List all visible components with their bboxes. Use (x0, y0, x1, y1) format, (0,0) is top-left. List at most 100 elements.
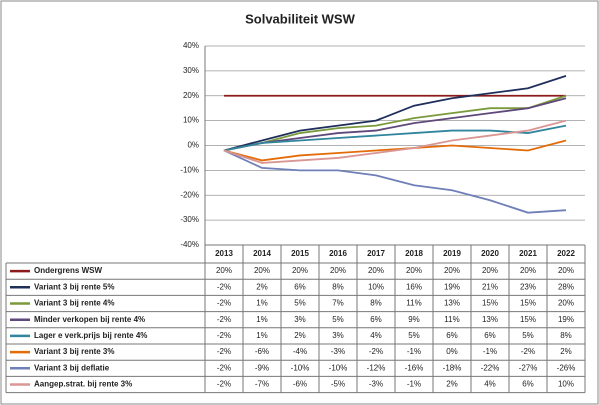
data-label: 20% (254, 266, 270, 275)
data-label: -3% (369, 380, 383, 389)
legend-label: Aangep.strat. bij rente 3% (34, 380, 132, 389)
legend-label: Variant 3 bij rente 3% (34, 347, 114, 356)
data-label: 8% (332, 282, 344, 291)
data-label: -1% (483, 347, 497, 356)
series-line (223, 94, 567, 152)
data-label: -2% (217, 299, 231, 308)
series-line (223, 119, 567, 164)
legend-label: Lager e verk.prijs bij rente 4% (34, 331, 147, 340)
data-label: 10% (368, 282, 384, 291)
series-line (223, 139, 567, 162)
data-label: 20% (406, 266, 422, 275)
data-label: -26% (557, 363, 576, 372)
data-label: -10% (291, 363, 310, 372)
data-label: 13% (444, 299, 460, 308)
data-label: 11% (406, 299, 421, 308)
data-label: -2% (217, 380, 231, 389)
data-label: 5% (522, 331, 534, 340)
data-label: -2% (217, 347, 231, 356)
y-tick-label: 40% (183, 41, 199, 50)
y-tick-label: 10% (183, 116, 199, 125)
data-label: -3% (331, 347, 345, 356)
data-label: 1% (256, 315, 268, 324)
data-label: 8% (560, 331, 572, 340)
data-label: 7% (332, 299, 344, 308)
data-label: 6% (294, 282, 306, 291)
y-tick-label: 30% (183, 66, 199, 75)
chart-title: Solvabiliteit WSW (245, 11, 356, 26)
data-label: 20% (330, 266, 346, 275)
data-label: 21% (482, 282, 498, 291)
data-label: 8% (370, 299, 382, 308)
data-label: 0% (446, 347, 458, 356)
legend-label: Variant 3 bij rente 4% (34, 299, 114, 308)
series-line (223, 74, 567, 152)
data-label: 13% (482, 315, 498, 324)
data-label: 5% (332, 315, 344, 324)
y-tick-label: 0% (187, 141, 199, 150)
data-label: -2% (217, 363, 231, 372)
data-label: 4% (370, 331, 382, 340)
data-label: 11% (444, 315, 459, 324)
series-line (223, 97, 567, 152)
data-label: -16% (405, 363, 424, 372)
data-label: 20% (520, 266, 536, 275)
data-label: -6% (255, 347, 269, 356)
data-label: 3% (294, 315, 306, 324)
data-label: 20% (216, 266, 232, 275)
data-label: 20% (292, 266, 308, 275)
data-label: 6% (522, 380, 534, 389)
x-tick-label: 2018 (405, 249, 423, 258)
x-tick-label: 2021 (519, 249, 537, 258)
data-label: -6% (293, 380, 307, 389)
x-tick-label: 2016 (329, 249, 347, 258)
data-label: -4% (293, 347, 307, 356)
x-tick-label: 2022 (557, 249, 575, 258)
data-label: 2% (294, 331, 306, 340)
y-tick-label: -10% (180, 165, 199, 174)
data-label: 15% (482, 299, 498, 308)
data-label: 1% (256, 299, 268, 308)
x-tick-label: 2015 (291, 249, 309, 258)
data-label: -1% (407, 380, 421, 389)
data-label: -27% (519, 363, 538, 372)
y-tick-label: -20% (180, 190, 199, 199)
data-label: -9% (255, 363, 269, 372)
x-tick-label: 2013 (215, 249, 233, 258)
data-label: 5% (408, 331, 420, 340)
data-label: 20% (368, 266, 384, 275)
legend-label: Variant 3 bij deflatie (34, 363, 110, 372)
data-label: 20% (558, 299, 574, 308)
x-tick-label: 2017 (367, 249, 385, 258)
data-label: 16% (406, 282, 422, 291)
data-label: -5% (331, 380, 345, 389)
data-label: -2% (521, 347, 535, 356)
data-label: -10% (329, 363, 348, 372)
legend-label: Ondergrens WSW (34, 266, 102, 275)
data-label: 4% (484, 380, 496, 389)
data-label: 19% (558, 315, 574, 324)
data-label: -22% (481, 363, 500, 372)
data-label: -12% (367, 363, 386, 372)
data-label: 5% (294, 299, 306, 308)
legend-label: Variant 3 bij rente 5% (34, 282, 114, 291)
y-tick-label: 20% (183, 91, 199, 100)
data-label: -1% (407, 347, 421, 356)
data-label: 23% (520, 282, 536, 291)
series-line (223, 124, 567, 152)
data-label: 15% (520, 315, 536, 324)
y-tick-label: -40% (180, 240, 199, 249)
data-label: 6% (484, 331, 496, 340)
x-tick-label: 2014 (253, 249, 271, 258)
data-label: 2% (256, 282, 268, 291)
series-line (223, 149, 567, 214)
data-label: -2% (217, 331, 231, 340)
data-label: 10% (558, 380, 574, 389)
data-label: 2% (560, 347, 572, 356)
x-tick-label: 2020 (481, 249, 499, 258)
data-label: 3% (332, 331, 344, 340)
legend-label: Minder verkopen bij rente 4% (34, 315, 145, 324)
data-label: -2% (217, 282, 231, 291)
data-label: -7% (255, 380, 269, 389)
